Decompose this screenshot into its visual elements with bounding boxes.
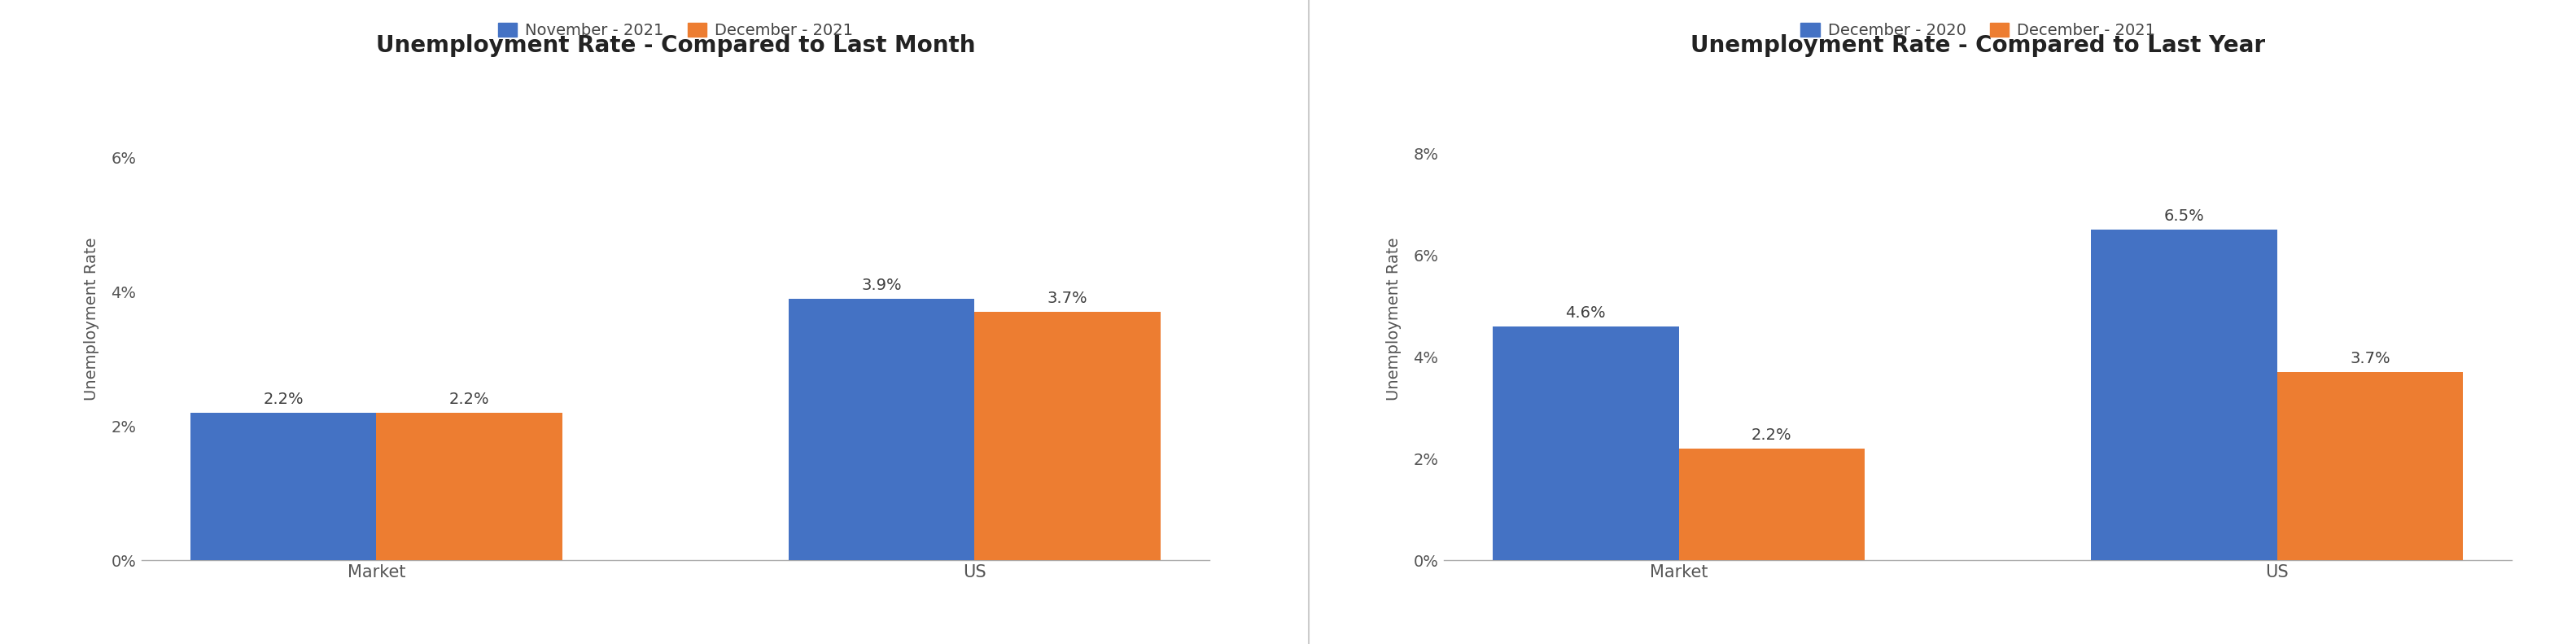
Bar	[2092, 230, 2277, 560]
Y-axis label: Unemployment Rate: Unemployment Rate	[1386, 237, 1401, 401]
Title: Unemployment Rate - Compared to Last Year: Unemployment Rate - Compared to Last Yea…	[1690, 35, 2264, 57]
Text: 6.5%: 6.5%	[2164, 209, 2205, 224]
Bar	[788, 299, 974, 560]
Bar	[974, 312, 1162, 560]
Text: 4.6%: 4.6%	[1566, 305, 1605, 321]
Bar	[191, 413, 376, 560]
Title: Unemployment Rate - Compared to Last Month: Unemployment Rate - Compared to Last Mon…	[376, 35, 976, 57]
Bar	[1680, 448, 1865, 560]
Text: 2.2%: 2.2%	[1752, 427, 1793, 442]
Text: 2.2%: 2.2%	[263, 392, 304, 407]
Text: 3.7%: 3.7%	[2349, 351, 2391, 366]
Bar	[1492, 327, 1680, 560]
Legend: December - 2020, December - 2021: December - 2020, December - 2021	[1801, 23, 2156, 38]
Y-axis label: Unemployment Rate: Unemployment Rate	[85, 237, 100, 401]
Legend: November - 2021, December - 2021: November - 2021, December - 2021	[497, 23, 853, 38]
Text: 3.9%: 3.9%	[860, 278, 902, 293]
Bar	[2277, 372, 2463, 560]
Text: 2.2%: 2.2%	[448, 392, 489, 407]
Bar	[376, 413, 562, 560]
Text: 3.7%: 3.7%	[1048, 291, 1087, 307]
